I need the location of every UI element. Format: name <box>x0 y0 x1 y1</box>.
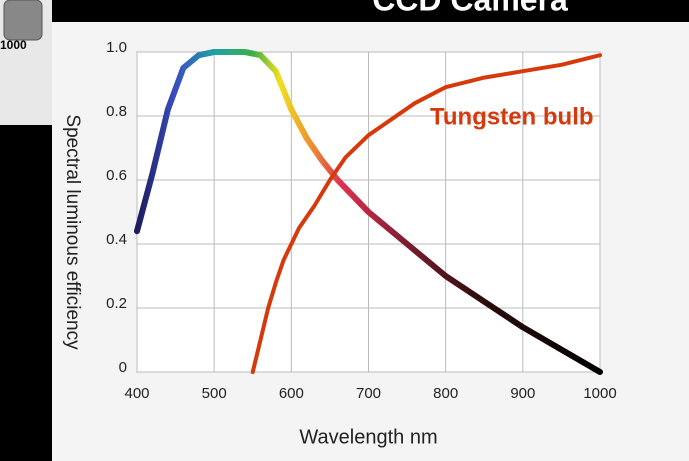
y-axis-label: Spectral luminous efficiency <box>62 114 83 350</box>
y-tick-label: 0 <box>119 359 127 376</box>
series-line <box>134 49 603 375</box>
x-tick-label: 800 <box>433 385 458 402</box>
x-tick-label: 500 <box>202 385 227 402</box>
y-tick-label: 0.8 <box>106 103 127 120</box>
x-tick-label: 600 <box>279 385 304 402</box>
y-tick-label: 0.4 <box>106 231 127 248</box>
series-annotation: Tungsten bulb <box>430 103 594 130</box>
series-line <box>250 53 602 374</box>
x-tick-label: 1000 <box>583 385 616 402</box>
x-axis-label: Wavelength nm <box>299 426 437 448</box>
left-panel <box>0 125 52 461</box>
y-tick-label: 1.0 <box>106 39 127 56</box>
camera-icon <box>3 0 43 41</box>
x-tick-label: 400 <box>124 385 149 402</box>
slide-title: CCD Camera <box>372 0 568 17</box>
x-tick-label: 700 <box>356 385 381 402</box>
y-tick-label: 0.6 <box>106 167 127 184</box>
x-tick-label: 900 <box>510 385 535 402</box>
fragment-label: 1000 <box>0 38 27 52</box>
y-tick-label: 0.2 <box>106 295 127 312</box>
